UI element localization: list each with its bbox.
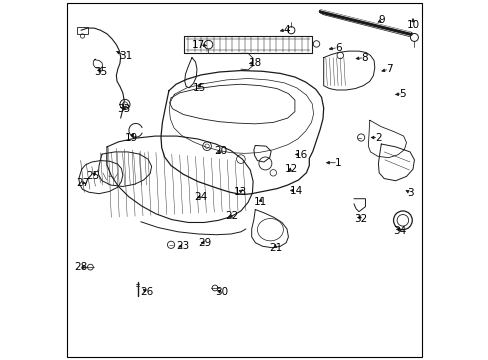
Text: 2: 2	[374, 132, 381, 143]
Text: 27: 27	[76, 178, 89, 188]
Text: 28: 28	[74, 262, 87, 272]
Text: 17: 17	[191, 40, 204, 50]
Text: 25: 25	[86, 171, 99, 181]
Text: 14: 14	[289, 186, 303, 196]
Text: 4: 4	[283, 24, 290, 35]
Text: 7: 7	[385, 64, 392, 74]
Text: 16: 16	[294, 150, 307, 160]
Text: 22: 22	[225, 211, 239, 221]
Text: 13: 13	[233, 186, 246, 197]
Text: 31: 31	[119, 51, 132, 61]
Text: 23: 23	[176, 241, 189, 251]
Text: 19: 19	[124, 132, 138, 143]
Text: 11: 11	[253, 197, 266, 207]
Text: 18: 18	[248, 58, 262, 68]
Text: 20: 20	[214, 146, 227, 156]
Text: 3: 3	[406, 188, 412, 198]
Text: 30: 30	[214, 287, 227, 297]
Text: 34: 34	[392, 226, 405, 236]
Bar	[77, 27, 87, 34]
Text: 10: 10	[406, 20, 419, 30]
Text: 33: 33	[118, 104, 131, 114]
Text: 29: 29	[198, 238, 211, 248]
Text: 9: 9	[378, 15, 385, 25]
Text: 15: 15	[192, 83, 205, 93]
Text: 5: 5	[399, 89, 406, 99]
Text: 35: 35	[94, 67, 107, 77]
Text: 24: 24	[194, 192, 207, 202]
Text: 32: 32	[353, 214, 366, 224]
Text: 21: 21	[268, 243, 282, 253]
Text: 12: 12	[284, 164, 297, 174]
Text: 8: 8	[361, 53, 367, 63]
Text: 26: 26	[140, 287, 153, 297]
Text: 1: 1	[334, 158, 341, 168]
Text: 6: 6	[334, 42, 341, 53]
